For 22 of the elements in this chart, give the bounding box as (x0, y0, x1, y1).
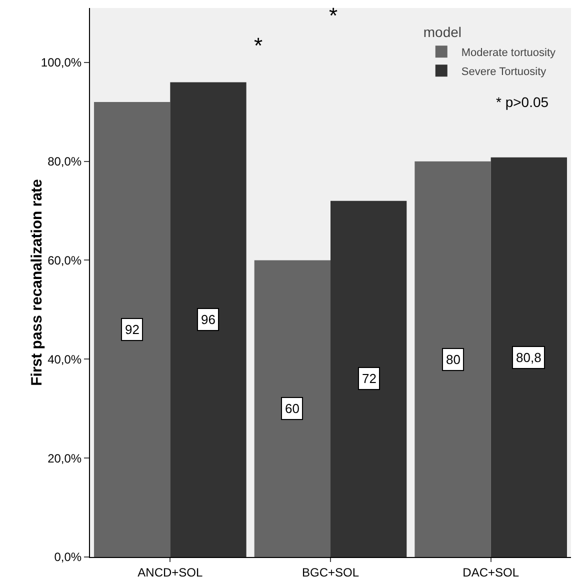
y-tick-label: 80,0% (48, 154, 82, 169)
legend-title: model (423, 24, 462, 40)
y-tick-label: 0,0% (54, 550, 82, 564)
annotation: * (329, 3, 338, 28)
x-tick-label: BGC+SOL (302, 565, 360, 580)
x-tick-label: ANCD+SOL (138, 565, 203, 580)
y-tick-label: 60,0% (48, 253, 82, 268)
y-tick-label: 20,0% (48, 451, 82, 466)
y-tick-label: 40,0% (48, 352, 82, 366)
data-label: 60 (285, 401, 300, 416)
legend-label: Moderate tortuosity (461, 46, 556, 59)
annotation: * p>0.05 (496, 94, 549, 110)
legend-label: Severe Tortuosity (461, 66, 547, 78)
data-label: 80,8 (516, 350, 542, 365)
y-tick-label: 100,0% (40, 56, 82, 70)
data-label: 92 (125, 322, 140, 337)
x-tick-label: DAC+SOL (462, 565, 520, 580)
data-label: 72 (362, 371, 376, 386)
data-label: 96 (201, 312, 216, 327)
data-label: 80 (446, 352, 460, 367)
y-axis-title: First pass recanalization rate (28, 179, 46, 386)
annotation: * (254, 33, 263, 58)
